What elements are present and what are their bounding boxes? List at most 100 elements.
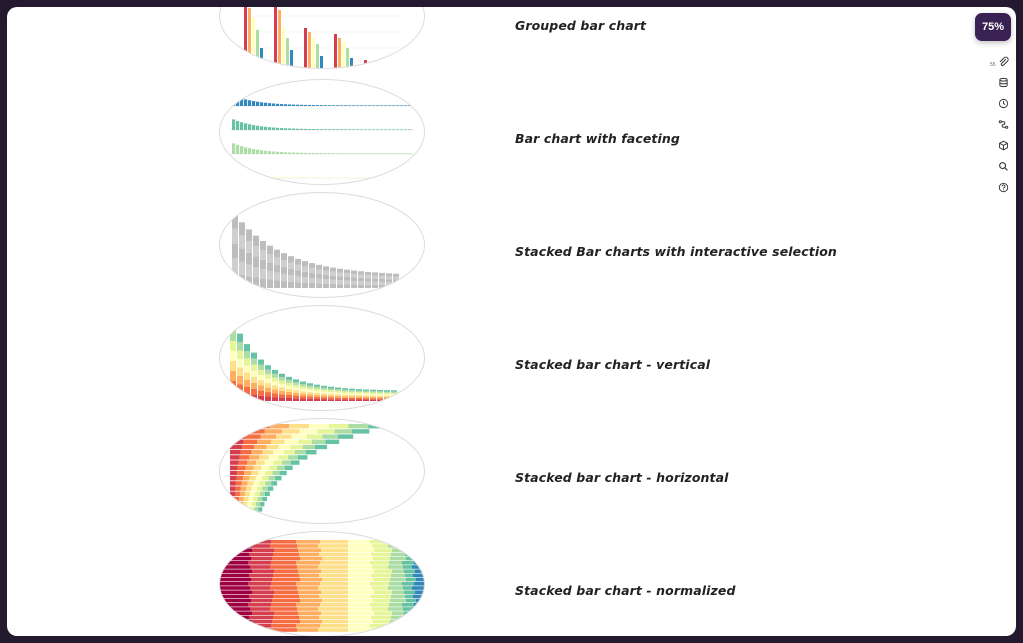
- thumbnail-bar-segment: [296, 540, 320, 544]
- thumbnail-bar-segment: [337, 272, 343, 277]
- thumbnail-bar-segment: [344, 269, 350, 274]
- thumbnail-bar-segment: [259, 455, 269, 460]
- thumbnail-stacked-selection[interactable]: [219, 192, 425, 298]
- thumbnail-bar-segment: [220, 552, 249, 557]
- gallery-item-stacked-normalized[interactable]: Stacked bar chart - normalized: [7, 528, 1016, 636]
- thumbnail-bar: [348, 105, 352, 106]
- thumbnail-bar-segment: [300, 598, 322, 603]
- thumbnail-bar: [256, 101, 260, 106]
- thumbnail-bar-segment: [290, 460, 300, 465]
- thumbnail-bar-segment: [271, 561, 296, 565]
- thumbnail-bar-segment: [393, 285, 399, 288]
- thumbnail-faceted-bar[interactable]: [219, 79, 425, 185]
- thumbnail-bar-segment: [348, 573, 371, 578]
- thumbnail-bar: [384, 129, 388, 130]
- thumbnail-bar: [292, 128, 296, 130]
- thumbnail-stacked-vertical[interactable]: [219, 305, 425, 411]
- gallery-item-title[interactable]: Bar chart with faceting: [515, 131, 680, 146]
- gallery-item-stacked-selection[interactable]: Stacked Bar charts with interactive sele…: [7, 189, 1016, 302]
- package-button[interactable]: [995, 137, 1011, 153]
- thumbnail-bar-segment: [342, 392, 348, 395]
- thumbnail-bar-segment: [243, 496, 249, 502]
- thumbnail-bar-segment: [307, 398, 313, 401]
- thumbnail-bar: [364, 105, 368, 106]
- thumbnail-bar-segment: [356, 395, 362, 397]
- thumbnail-bar-segment: [323, 283, 329, 288]
- thumbnail-bar-segment: [253, 465, 262, 470]
- thumbnail-bar-segment: [272, 377, 278, 382]
- thumbnail-grouped-bar[interactable]: [219, 7, 425, 69]
- search-button[interactable]: [995, 158, 1011, 174]
- thumbnail-bar-segment: [232, 273, 238, 288]
- thumbnail-bar-segment: [393, 276, 399, 280]
- thumbnail-bar-segment: [323, 279, 329, 284]
- history-button[interactable]: [995, 95, 1011, 111]
- thumbnail-bar-segment: [251, 394, 257, 401]
- thumbnail-bar: [376, 64, 379, 68]
- thumbnail-bar: [304, 152, 308, 154]
- thumbnail-bar-segment: [300, 386, 306, 389]
- thumbnail-bar: [328, 105, 332, 106]
- zoom-level-button[interactable]: 75%: [975, 13, 1011, 41]
- thumbnail-bar-segment: [258, 385, 264, 391]
- gallery-item-stacked-vertical[interactable]: Stacked bar chart - vertical: [7, 302, 1016, 415]
- thumbnail-bar-segment: [265, 481, 272, 486]
- thumbnail-bar-segment: [323, 266, 329, 271]
- thumbnail-bar-segment: [265, 365, 271, 370]
- thumbnail-bar-segment: [250, 628, 270, 632]
- thumbnail-bar-segment: [271, 540, 296, 544]
- thumbnail-bar-segment: [309, 278, 315, 284]
- thumbnail-stacked-normalized[interactable]: [219, 531, 425, 636]
- gallery-item-stacked-horizontal[interactable]: Stacked bar chart - horizontal: [7, 415, 1016, 528]
- help-icon: [998, 182, 1008, 192]
- thumbnail-bar: [236, 175, 240, 178]
- gallery-item-title[interactable]: Stacked Bar charts with interactive sele…: [515, 244, 837, 259]
- thumbnail-bar-segment: [370, 582, 389, 586]
- thumbnail-bar-segment: [288, 455, 298, 460]
- thumbnail-bar-segment: [278, 455, 289, 460]
- gallery-item-faceted-bar[interactable]: Bar chart with faceting: [7, 76, 1016, 189]
- gallery-item-title[interactable]: Grouped bar chart: [515, 18, 647, 33]
- thumbnail-bar-segment: [220, 577, 251, 582]
- route-button[interactable]: [995, 116, 1011, 132]
- thumbnail-bar-segment: [239, 491, 245, 496]
- thumbnail-bar: [388, 105, 392, 106]
- thumbnail-bar-segment: [297, 565, 318, 569]
- thumbnail-bar: [320, 153, 324, 154]
- thumbnail-bar-segment: [251, 376, 257, 383]
- thumbnail-bar-segment: [279, 383, 285, 388]
- thumbnail-bar-segment: [258, 359, 264, 365]
- thumbnail-bar: [232, 143, 236, 154]
- thumbnail-bar: [272, 177, 276, 178]
- thumbnail-bar-segment: [299, 552, 319, 557]
- thumbnail-bar-segment: [279, 390, 285, 395]
- paperclip-button[interactable]: 55: [990, 53, 1011, 69]
- thumbnail-bar: [356, 153, 360, 154]
- help-button[interactable]: [995, 179, 1011, 195]
- thumbnail-bar: [346, 48, 349, 68]
- thumbnail-bar: [388, 153, 392, 154]
- thumbnail-bar-segment: [251, 364, 257, 371]
- thumbnail-bar-segment: [330, 275, 336, 280]
- thumbnail-bar-segment: [237, 358, 243, 368]
- database-button[interactable]: [995, 74, 1011, 90]
- thumbnail-bar-segment: [237, 392, 243, 401]
- gallery-item-title[interactable]: Stacked bar chart - vertical: [515, 357, 711, 372]
- thumbnail-stacked-horizontal[interactable]: [219, 418, 425, 524]
- gallery-item-title[interactable]: Stacked bar chart - normalized: [515, 583, 736, 598]
- thumbnail-bar-segment: [281, 260, 287, 268]
- thumbnail-bar-segment: [273, 573, 299, 578]
- thumbnail-bar-segment: [302, 282, 308, 288]
- thumbnail-bar-segment: [274, 265, 280, 273]
- thumbnail-bar-segment: [245, 434, 261, 439]
- gallery-item-title[interactable]: Stacked bar chart - horizontal: [515, 470, 729, 485]
- thumbnail-bar-segment: [237, 367, 243, 376]
- gallery-item-grouped-bar[interactable]: Grouped bar chart: [7, 7, 1016, 76]
- thumbnail-bar-segment: [257, 439, 271, 444]
- thumbnail-bar-segment: [348, 624, 370, 628]
- thumbnail-bar-segment: [406, 598, 416, 603]
- thumbnail-bar-segment: [220, 628, 250, 632]
- thumbnail-bar-segment: [239, 248, 245, 262]
- thumbnail-bar-segment: [373, 577, 390, 582]
- thumbnail-bar-segment: [279, 397, 285, 401]
